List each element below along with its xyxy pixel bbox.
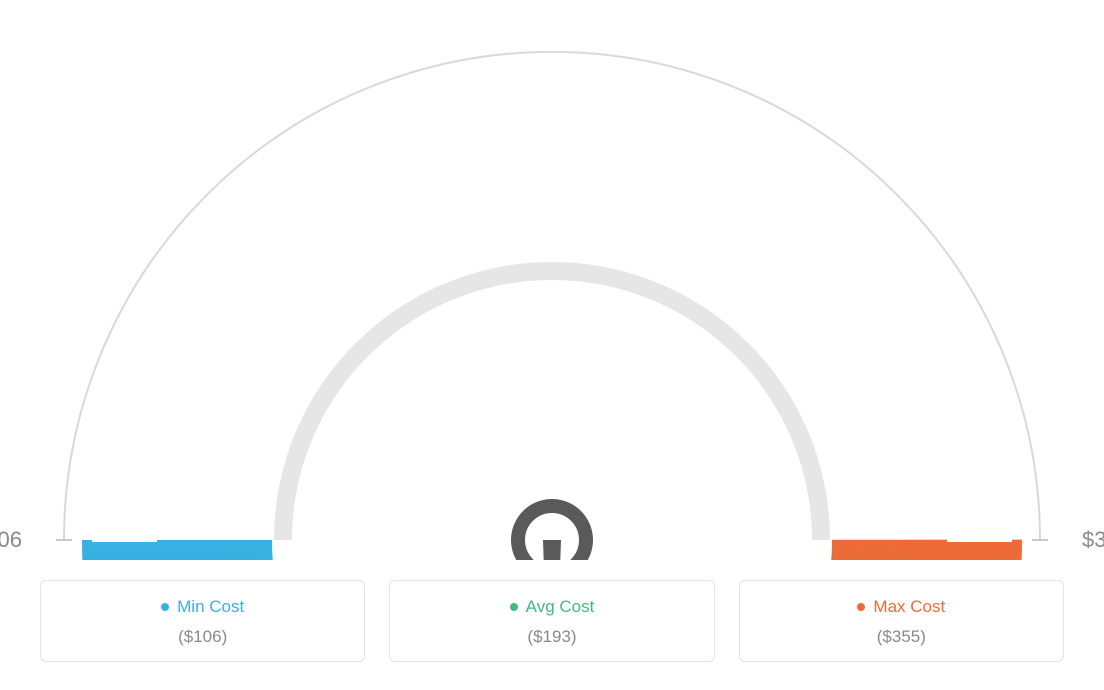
legend-dot-icon bbox=[510, 603, 518, 611]
legend-title: Avg Cost bbox=[526, 597, 595, 617]
legend-dot-icon bbox=[857, 603, 865, 611]
legend-row: Min Cost ($106) Avg Cost ($193) Max Cost… bbox=[40, 580, 1064, 662]
legend-title: Min Cost bbox=[177, 597, 244, 617]
legend-title-row: Min Cost bbox=[161, 597, 244, 617]
legend-card-min: Min Cost ($106) bbox=[40, 580, 365, 662]
legend-title-row: Max Cost bbox=[857, 597, 945, 617]
legend-value: ($106) bbox=[178, 627, 227, 647]
legend-title-row: Avg Cost bbox=[510, 597, 595, 617]
gauge-tick-label: $355 bbox=[1082, 527, 1104, 552]
legend-card-max: Max Cost ($355) bbox=[739, 580, 1064, 662]
legend-value: ($193) bbox=[527, 627, 576, 647]
gauge-tick-label: $106 bbox=[0, 527, 22, 552]
gauge-outer-arc bbox=[64, 52, 1040, 540]
legend-title: Max Cost bbox=[873, 597, 945, 617]
gauge-needle bbox=[518, 506, 586, 560]
gauge-chart: $106$128$150$193$247$301$355 bbox=[0, 0, 1104, 560]
gauge-svg: $106$128$150$193$247$301$355 bbox=[0, 0, 1104, 560]
legend-dot-icon bbox=[161, 603, 169, 611]
legend-card-avg: Avg Cost ($193) bbox=[389, 580, 714, 662]
legend-value: ($355) bbox=[877, 627, 926, 647]
